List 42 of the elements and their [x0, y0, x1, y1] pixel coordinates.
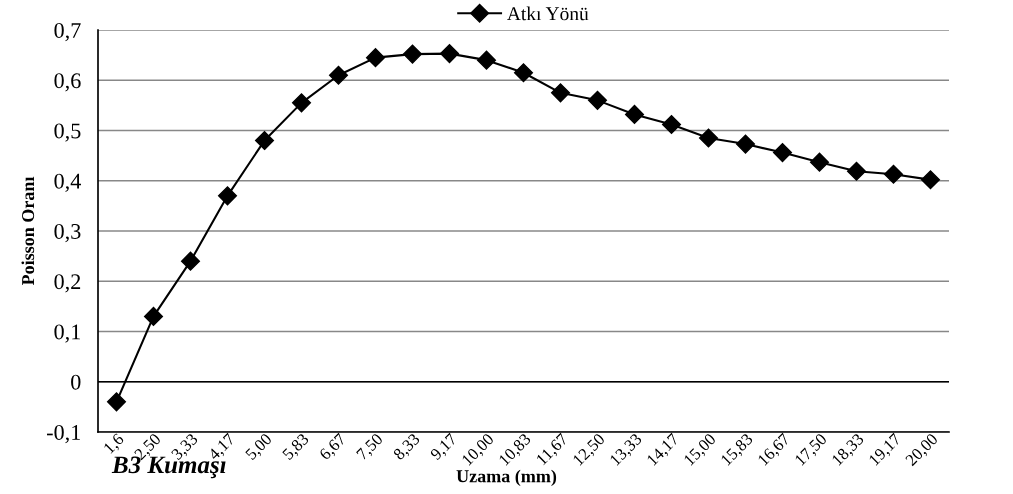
point [513, 63, 534, 83]
point [180, 251, 201, 271]
x-tick-label: 6,67 [318, 432, 349, 463]
y-tick-label: 0 [71, 374, 81, 390]
y-tick-label: 0,7 [54, 22, 81, 42]
point [476, 50, 497, 70]
x-tick-label: 5,83 [281, 432, 312, 462]
x-tick-label: 1,6 [103, 432, 127, 456]
y-tick-label: 0,6 [54, 73, 81, 92]
y-tick-label: 0,4 [54, 173, 81, 192]
point [402, 44, 423, 64]
point [328, 65, 349, 85]
legend-label: Atkı Yönü [507, 6, 589, 21]
point [587, 90, 608, 110]
y-tick-label: 0,1 [54, 324, 80, 343]
point [291, 93, 312, 113]
point [661, 114, 682, 135]
point [143, 306, 164, 326]
y-axis-title: Poisson Oranı [21, 176, 35, 286]
point [106, 392, 127, 412]
point [920, 170, 941, 190]
point [846, 161, 867, 181]
point [809, 152, 830, 172]
point [365, 48, 386, 68]
point [217, 186, 238, 206]
x-axis-title: Uzama (mm) [456, 469, 557, 486]
y-tick-label: 0,3 [54, 223, 81, 243]
x-tick-label: 5,00 [244, 432, 275, 462]
point [254, 131, 275, 151]
point [735, 134, 756, 154]
point [550, 83, 571, 103]
point [772, 143, 793, 163]
point [698, 128, 719, 148]
y-tick-label: -0,1 [46, 424, 80, 444]
y-tick-label: 0,5 [54, 123, 81, 142]
point [439, 44, 460, 64]
point [883, 164, 904, 184]
x-tick-label: 8,33 [392, 432, 423, 463]
x-tick-label: 7,50 [355, 432, 386, 462]
point [624, 104, 645, 124]
y-tick-label: 0,2 [54, 274, 81, 293]
x-tick-label: 9,17 [429, 432, 460, 463]
